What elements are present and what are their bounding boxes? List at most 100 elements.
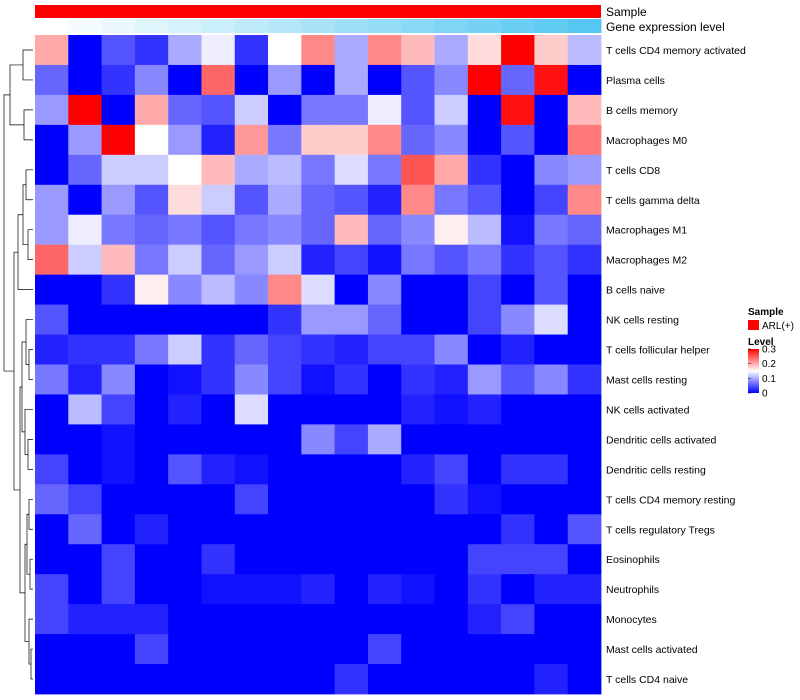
heatmap-cell [334,94,369,126]
heatmap-cell [201,184,236,216]
expression-annotation-cell [401,19,436,33]
heatmap-cell [334,364,369,395]
heatmap-cell [567,514,602,545]
heatmap-cell [101,574,136,605]
dendrogram-branch [30,648,33,680]
heatmap-cell [401,304,435,335]
heatmap-cell [501,604,535,635]
legend: Sample ARL(+) Level 0.3 0.2 0.1 0 [748,307,794,400]
heatmap-cell [35,64,69,96]
heatmap-cell [467,274,502,305]
expression-annotation-cell [467,19,502,33]
heatmap-cell [101,454,136,485]
heatmap-cell [268,244,302,276]
heatmap-cell [101,514,136,545]
heatmap-cell [401,94,435,126]
expression-annotation-cell [501,19,535,33]
heatmap-cell [268,424,302,455]
heatmap-cell [301,454,336,485]
heatmap-cell [101,394,136,425]
heatmap-cell [501,274,535,305]
heatmap-cell [101,334,136,365]
heatmap-cells [35,35,602,695]
heatmap-cell [334,124,369,156]
expression-annotation-label: Gene expression level [606,20,725,34]
heatmap-cell [467,244,502,276]
heatmap-cell [201,484,236,515]
heatmap-cell [301,604,336,635]
heatmap-cell [334,184,369,216]
heatmap-cell [501,664,535,695]
heatmap-cell [434,154,469,186]
heatmap-cell [434,64,469,96]
heatmap-cell [168,214,202,246]
legend-sample-swatch [748,320,759,330]
heatmap-cell [467,35,502,66]
heatmap-cell [567,124,602,156]
heatmap-cell [134,304,169,335]
heatmap-cell [434,214,469,246]
heatmap-cell [567,334,602,365]
heatmap-cell [434,664,469,695]
heatmap-cell [567,454,602,485]
heatmap-cell [234,274,269,305]
heatmap-cell [567,244,602,276]
legend-sample-title: Sample [748,307,784,318]
heatmap-cell [467,664,502,695]
heatmap-cell [434,334,469,365]
heatmap-cell [434,35,469,66]
heatmap-cell [534,35,569,66]
heatmap-cell [567,544,602,575]
row-label: T cells follicular helper [606,345,710,357]
heatmap-cell [301,364,336,395]
heatmap-cell [268,664,302,695]
heatmap-cell [334,304,369,335]
heatmap-cell [101,304,136,335]
heatmap-cell [401,244,435,276]
heatmap-cell [434,484,469,515]
heatmap-cell [101,484,136,515]
heatmap-cell [234,634,269,665]
heatmap-cell [134,574,169,605]
heatmap-cell [501,514,535,545]
heatmap-cell [301,184,336,216]
heatmap-cell [334,484,369,515]
expression-annotation-cell [201,19,236,33]
heatmap-cell [134,604,169,635]
legend-level-colorbar [748,349,759,393]
heatmap-cell [68,184,102,216]
heatmap-cell [301,544,336,575]
heatmap-cell [534,514,569,545]
heatmap-cell [134,94,169,126]
heatmap-cell [434,544,469,575]
heatmap-cell [201,604,236,635]
heatmap-cell [168,35,202,66]
heatmap-cell [367,64,402,96]
heatmap-cell [467,64,502,96]
heatmap-cell [367,514,402,545]
heatmap-cell [301,124,336,156]
heatmap-cell [334,664,369,695]
heatmap-cell [201,304,236,335]
heatmap-cell [201,634,236,665]
heatmap-cell [434,604,469,635]
heatmap-cell [467,484,502,515]
heatmap-cell [134,244,169,276]
row-label: Plasma cells [606,75,665,87]
heatmap-cell [301,304,336,335]
row-label: Dendritic cells resting [606,464,706,476]
heatmap-cell [567,364,602,395]
heatmap-cell [101,214,136,246]
heatmap-cell [534,454,569,485]
heatmap-cell [68,214,102,246]
heatmap-cell [268,454,302,485]
heatmap-cell [35,574,69,605]
heatmap-cell [134,634,169,665]
heatmap-cell [367,124,402,156]
heatmap-cell [367,604,402,635]
heatmap-cell [301,94,336,126]
heatmap-cell [401,424,435,455]
heatmap-cell [367,634,402,665]
row-label: T cells CD4 naive [606,674,688,686]
heatmap-cell [68,664,102,695]
